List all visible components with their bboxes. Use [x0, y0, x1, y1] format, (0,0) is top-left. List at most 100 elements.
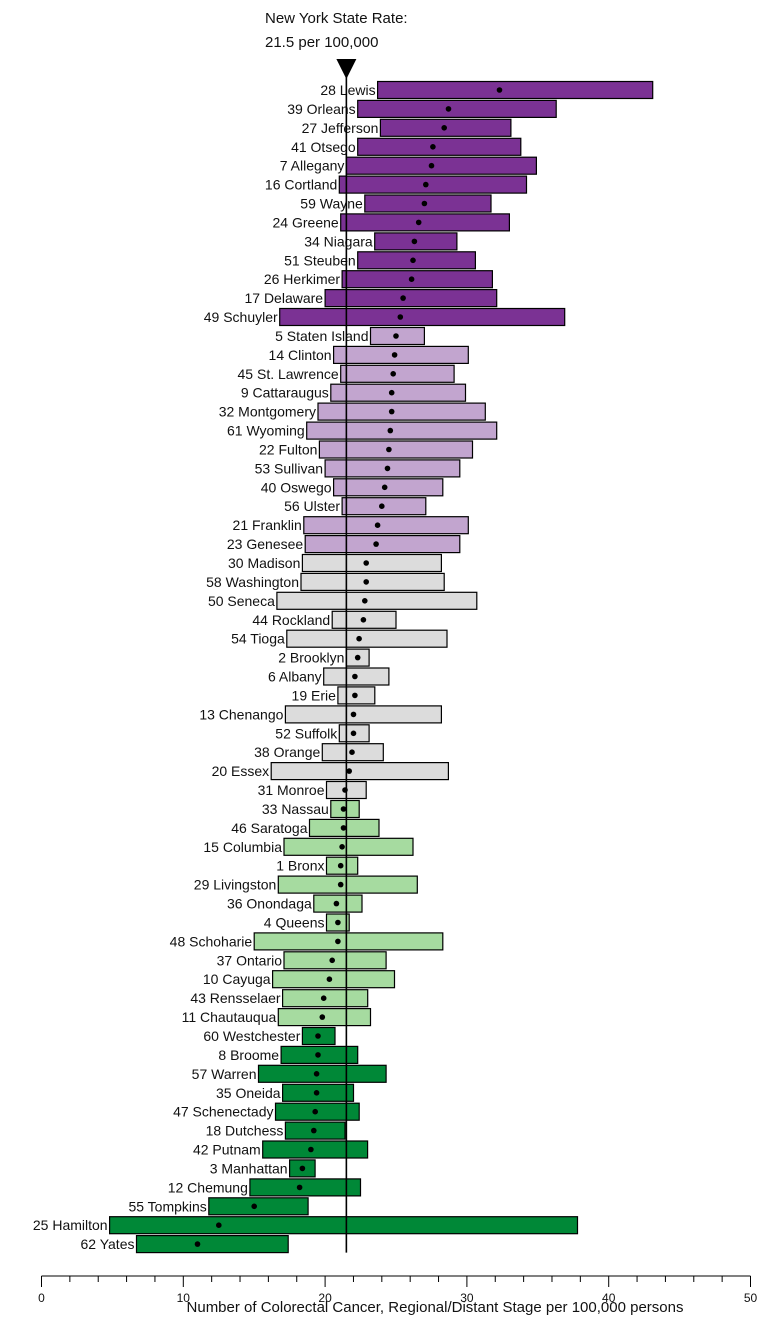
county-rate-point	[362, 598, 368, 604]
county-rate-point	[311, 1127, 317, 1134]
county-label: 52 Suffolk	[275, 725, 338, 741]
county-bar	[324, 289, 498, 308]
county-bar	[253, 932, 444, 951]
county-rate-point	[421, 200, 428, 207]
county-label: 61 Wyoming	[227, 423, 305, 439]
county-label: 16 Cortland	[265, 177, 337, 193]
county-bar	[377, 80, 654, 100]
county-bar	[304, 534, 461, 554]
county-label: 58 Washington	[206, 574, 299, 590]
county-bar	[318, 440, 474, 459]
county-rate-point	[346, 768, 353, 774]
county-rate-point	[386, 446, 392, 453]
county-label: 48 Schoharie	[170, 933, 253, 949]
county-label: 24 Greene	[273, 214, 339, 230]
county-label: 2 Brooklyn	[278, 650, 344, 666]
x-tick-label: 50	[744, 1291, 758, 1305]
county-label: 29 Livingston	[194, 877, 277, 893]
county-bar	[301, 553, 442, 573]
county-bar	[257, 1064, 387, 1083]
county-label: 5 Staten Island	[275, 328, 368, 344]
county-label: 7 Allegany	[280, 158, 345, 174]
state-rate-arrow-icon	[336, 59, 357, 79]
county-rate-point	[423, 181, 429, 188]
county-rate-point	[216, 1222, 222, 1228]
county-label: 10 Cayuga	[203, 971, 271, 987]
county-bar	[357, 251, 477, 270]
county-label: 17 Delaware	[244, 290, 323, 306]
county-bar	[357, 99, 557, 119]
county-bar	[108, 1216, 579, 1235]
county-label: 47 Schenectady	[173, 1104, 273, 1120]
county-label: 18 Dutchess	[206, 1123, 284, 1139]
county-rate-point	[251, 1203, 257, 1210]
state-rate-label-line2: 21.5 per 100,000	[265, 34, 378, 51]
county-label: 11 Chautauqua	[182, 1009, 277, 1025]
county-bar	[338, 175, 528, 194]
county-bar	[249, 1178, 362, 1197]
county-bar	[345, 156, 537, 175]
county-rate-point	[381, 484, 388, 491]
county-rate-point	[410, 257, 416, 264]
county-rate-point	[384, 465, 391, 472]
county-rate-point	[388, 408, 395, 415]
county-label: 41 Otsego	[291, 139, 356, 155]
county-label: 26 Herkimer	[264, 271, 341, 287]
county-rate-point	[352, 673, 358, 680]
county-rate-point	[350, 730, 357, 737]
county-rate-point	[496, 87, 503, 93]
county-bar	[135, 1234, 289, 1254]
county-label: 60 Westchester	[203, 1028, 300, 1044]
county-label: 54 Tioga	[231, 631, 285, 647]
county-label: 14 Clinton	[269, 347, 332, 363]
county-rate-point	[313, 1071, 320, 1077]
county-rate-point	[320, 995, 327, 1001]
county-label: 3 Manhattan	[210, 1160, 288, 1176]
county-rate-point	[319, 1014, 326, 1020]
county-bar	[364, 194, 492, 213]
county-bar	[303, 516, 469, 535]
county-rate-point	[360, 617, 367, 623]
county-label: 28 Lewis	[320, 82, 375, 98]
county-rate-point	[445, 106, 452, 112]
county-rate-point	[335, 919, 341, 926]
state-rate-label-line1: New York State Rate:	[265, 10, 408, 27]
county-label: 4 Queens	[264, 915, 325, 931]
county-rate-point	[194, 1241, 201, 1247]
county-bar	[283, 951, 387, 970]
county-rate-point	[308, 1146, 314, 1153]
county-label: 1 Bronx	[276, 858, 324, 874]
county-rate-point	[333, 900, 340, 907]
county-bar	[284, 705, 442, 724]
county-bar	[333, 478, 444, 497]
county-rate-point	[356, 635, 362, 642]
county-rate-point	[326, 976, 333, 982]
county-label: 46 Saratoga	[231, 820, 307, 836]
county-rate-point	[397, 314, 404, 320]
county-label: 43 Rensselaer	[190, 990, 281, 1006]
county-label: 62 Yates	[81, 1236, 135, 1252]
county-rate-point	[374, 522, 381, 528]
county-rate-point	[388, 389, 395, 396]
county-labels: 28 Lewis 39 Orleans 27 Jefferson 41 Otsego 7…	[33, 82, 379, 1252]
x-tick-label: 40	[602, 1291, 616, 1305]
county-rate-point	[391, 352, 398, 358]
county-rate-point	[313, 1090, 320, 1096]
x-tick-label: 0	[38, 1291, 45, 1305]
county-label: 30 Madison	[228, 555, 300, 571]
county-rate-point	[315, 1052, 321, 1058]
county-bar	[333, 345, 469, 364]
county-rate-point	[350, 711, 357, 718]
county-label: 45 St. Lawrence	[238, 366, 339, 382]
county-bar	[277, 875, 418, 894]
county-rate-point	[340, 806, 347, 812]
county-label: 39 Orleans	[287, 101, 355, 117]
county-label: 23 Genesee	[227, 536, 303, 552]
x-tick-label: 20	[318, 1291, 332, 1305]
county-rate-point	[315, 1033, 321, 1039]
county-rate-point	[299, 1165, 306, 1172]
county-rate-point	[379, 503, 385, 510]
county-label: 25 Hamilton	[33, 1217, 108, 1233]
county-rate-point	[340, 825, 347, 831]
